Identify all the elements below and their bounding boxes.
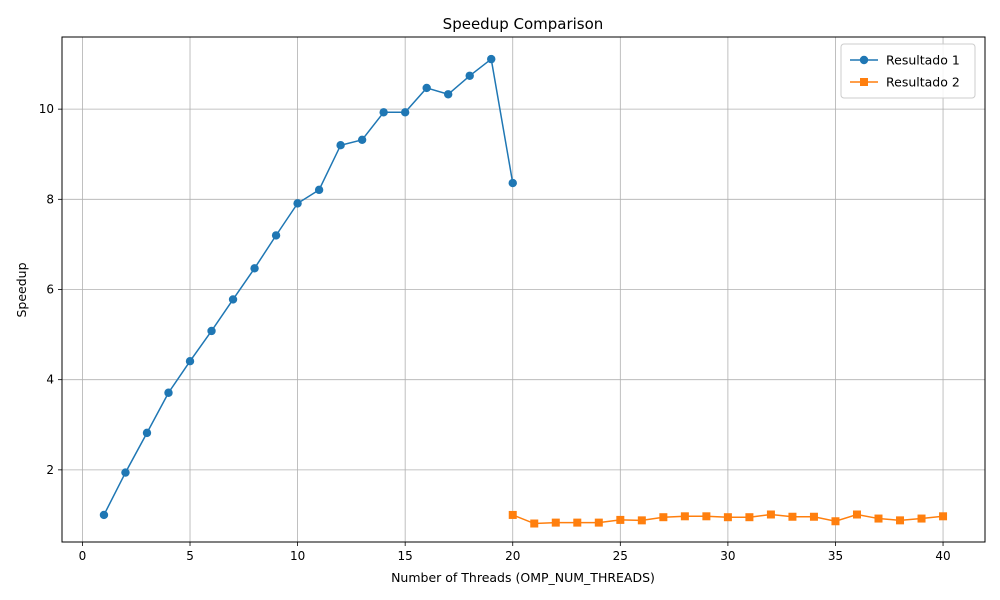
y-axis-label: Speedup bbox=[14, 262, 29, 317]
y-tick-label: 10 bbox=[39, 102, 54, 116]
data-point bbox=[896, 516, 905, 525]
data-point bbox=[852, 510, 861, 519]
data-point bbox=[400, 108, 410, 117]
data-point bbox=[616, 515, 625, 524]
data-point bbox=[702, 512, 711, 521]
legend-box bbox=[840, 43, 976, 99]
data-point bbox=[443, 90, 453, 99]
legend-swatch-marker bbox=[859, 55, 869, 65]
x-axis-label: Number of Threads (OMP_NUM_THREADS) bbox=[391, 570, 655, 585]
data-point bbox=[207, 326, 216, 336]
legend-item: Resultado 2 bbox=[850, 75, 960, 90]
x-tick-label: 35 bbox=[828, 549, 843, 563]
data-point bbox=[788, 512, 797, 521]
y-tick-label: 6 bbox=[46, 283, 54, 297]
data-point bbox=[831, 517, 840, 526]
legend-item: Resultado 1 bbox=[850, 53, 960, 68]
x-tick-label: 40 bbox=[935, 549, 950, 563]
y-tick-label: 4 bbox=[46, 373, 54, 387]
legend-label: Resultado 2 bbox=[886, 75, 960, 90]
data-point bbox=[465, 71, 474, 80]
x-tick-label: 5 bbox=[186, 549, 194, 563]
x-tick-label: 25 bbox=[613, 549, 628, 563]
x-tick-label: 30 bbox=[720, 549, 735, 563]
data-point bbox=[142, 428, 152, 438]
data-point bbox=[551, 518, 560, 527]
grid bbox=[62, 37, 985, 542]
data-point bbox=[917, 514, 926, 523]
chart-title: Speedup Comparison bbox=[443, 15, 604, 33]
y-axis: 2 4 6 8 10 bbox=[39, 102, 62, 477]
data-point bbox=[293, 199, 302, 208]
x-tick-label: 15 bbox=[398, 549, 413, 563]
data-point bbox=[336, 141, 345, 150]
x-axis: 0 5 10 15 20 25 30 35 40 bbox=[79, 542, 951, 563]
data-point bbox=[487, 54, 496, 64]
x-tick-label: 0 bbox=[79, 549, 87, 563]
data-point bbox=[680, 512, 689, 521]
data-point bbox=[573, 518, 582, 527]
data-point bbox=[745, 513, 754, 522]
data-point bbox=[250, 264, 259, 273]
data-point bbox=[939, 512, 948, 521]
data-point bbox=[185, 356, 195, 366]
data-point bbox=[99, 510, 109, 520]
series-layer bbox=[99, 54, 948, 528]
data-point bbox=[637, 516, 646, 525]
data-point bbox=[164, 388, 173, 397]
y-tick-label: 2 bbox=[46, 463, 54, 477]
data-point bbox=[379, 108, 388, 117]
data-point bbox=[422, 83, 431, 93]
legend-label: Resultado 1 bbox=[886, 53, 960, 68]
series-2 bbox=[508, 510, 948, 528]
data-point bbox=[659, 513, 668, 522]
y-tick-label: 8 bbox=[46, 192, 54, 206]
data-point bbox=[271, 231, 281, 240]
data-point bbox=[508, 178, 517, 188]
x-tick-label: 10 bbox=[290, 549, 305, 563]
data-point bbox=[723, 513, 732, 522]
series-1 bbox=[99, 54, 517, 520]
legend: Resultado 1 Resultado 2 bbox=[840, 43, 976, 99]
data-point bbox=[809, 512, 818, 521]
x-tick-label: 20 bbox=[505, 549, 520, 563]
data-point bbox=[508, 510, 517, 519]
data-point bbox=[766, 510, 775, 519]
data-point bbox=[121, 468, 130, 477]
data-point bbox=[594, 518, 603, 527]
data-point bbox=[228, 295, 238, 304]
data-point bbox=[530, 519, 539, 528]
data-point bbox=[357, 135, 367, 145]
data-point bbox=[874, 514, 883, 523]
data-point bbox=[314, 185, 324, 195]
legend-swatch-marker bbox=[860, 78, 868, 86]
